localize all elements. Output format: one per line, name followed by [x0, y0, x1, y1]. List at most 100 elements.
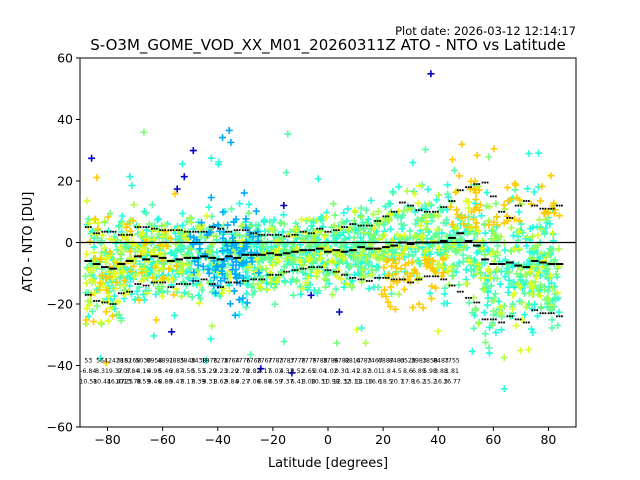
upper-band-dot [370, 224, 373, 227]
y-tick-label: −20 [47, 297, 73, 312]
y-tick-label: 20 [57, 174, 73, 189]
lower-band-dot [89, 293, 92, 296]
lower-band-dot [428, 275, 431, 278]
upper-band-dot [478, 183, 481, 185]
lower-band-dot [238, 281, 241, 284]
upper-band-dot [142, 226, 145, 229]
lower-band-dot [296, 269, 299, 272]
bin-stat-label: 10.25 [115, 378, 133, 385]
upper-band-dot [376, 220, 379, 222]
bin-stat-label: 3778 [290, 357, 306, 364]
upper-band-dot [233, 229, 236, 232]
upper-band-dot [484, 181, 486, 184]
lower-band-dot [324, 269, 327, 272]
upper-band-dot [122, 233, 125, 236]
upper-band-dot [461, 189, 464, 192]
lower-band-dot [153, 281, 156, 284]
lower-band-dot [244, 280, 247, 282]
bin-stat-label: 5.03 [269, 368, 283, 375]
lower-band-dot [437, 275, 439, 278]
upper-band-dot [87, 226, 90, 229]
upper-band-dot [382, 215, 385, 218]
lower-band-dot [558, 315, 561, 318]
bin-stat-label: 2428 [108, 357, 124, 364]
lower-band-dot [492, 318, 495, 321]
bin-stat-label: 7788 [312, 357, 328, 364]
bin-stat-label: 20.7 [390, 378, 404, 385]
lower-band-dot [222, 286, 224, 288]
upper-band-dot [106, 230, 109, 233]
upper-band-dot [103, 230, 106, 233]
lower-band-dot [192, 280, 195, 282]
lower-band-dot [445, 278, 448, 281]
lower-band-dot [184, 283, 186, 285]
upper-band-dot [194, 230, 197, 233]
bin-stat-label: 3.52 [291, 368, 305, 375]
lower-band-dot [252, 278, 255, 281]
lower-band-dot [456, 290, 459, 293]
upper-band-dot [412, 204, 415, 207]
upper-band-dot [395, 210, 398, 213]
upper-band-dot [498, 210, 501, 213]
upper-band-dot [211, 226, 214, 229]
lower-band-dot [399, 278, 401, 281]
upper-band-dot [470, 186, 472, 189]
upper-band-dot [343, 226, 346, 229]
upper-band-dot [465, 186, 467, 189]
lower-band-dot [285, 270, 288, 273]
bin-stat-label: 564 [96, 357, 108, 364]
upper-band-dot [294, 233, 296, 236]
lower-band-dot [227, 281, 230, 284]
lower-band-dot [434, 275, 437, 278]
upper-band-dot [517, 204, 520, 207]
lower-band-dot [260, 278, 263, 281]
lower-band-dot [374, 276, 377, 279]
bin-stat-label: 8.84 [125, 368, 139, 375]
bin-stat-label: 1.02 [324, 368, 338, 375]
bin-stat-label: 1878 [202, 357, 218, 364]
upper-band-dot [266, 233, 269, 236]
upper-band-dot [420, 209, 423, 212]
lower-band-dot [313, 266, 315, 268]
x-tick-label: −40 [205, 432, 231, 447]
upper-band-dot [365, 224, 368, 227]
bin-stat-label: 7776 [235, 357, 251, 364]
bin-stat-label: 1.8 [381, 368, 391, 375]
upper-band-dot [558, 204, 561, 207]
upper-band-dot [271, 233, 274, 236]
lower-band-dot [275, 273, 277, 276]
bin-stat-label: 8483 [433, 357, 449, 364]
y-axis-label: ATO - NTO [DU] [21, 192, 36, 293]
lower-band-dot [494, 318, 497, 321]
lower-band-dot [194, 280, 197, 282]
upper-band-dot [227, 230, 230, 233]
chart-title: S-O3M_GOME_VOD_XX_M01_20260311Z ATO - NT… [90, 36, 566, 55]
lower-band-dot [511, 315, 514, 318]
bin-stat-label: 3848 [180, 357, 196, 364]
upper-band-dot [486, 181, 489, 184]
x-axis-label: Latitude [degrees] [268, 456, 388, 471]
upper-band-dot [531, 204, 534, 207]
lower-band-dot [213, 283, 216, 285]
upper-band-dot [175, 229, 178, 232]
bin-stat-label: 9.47 [170, 378, 184, 385]
lower-band-dot [335, 270, 338, 273]
bin-stat-label: 1858 [422, 357, 438, 364]
bin-stat-label: 16.6 [368, 378, 382, 385]
bin-stat-label: 10.58 [79, 378, 97, 385]
bin-stat-label: 9.37 [109, 368, 123, 375]
lower-band-dot [508, 315, 511, 318]
upper-band-dot [473, 183, 476, 185]
upper-band-dot [263, 233, 266, 236]
bin-stat-label: 7885 [169, 357, 185, 364]
lower-band-dot [304, 267, 307, 270]
upper-band-dot [527, 200, 530, 202]
lower-band-dot [362, 278, 365, 281]
upper-band-dot [423, 210, 426, 213]
lower-band-dot [448, 284, 451, 287]
upper-band-dot [260, 233, 263, 236]
upper-band-dot [552, 207, 555, 210]
lower-band-dot [536, 309, 539, 312]
lower-band-dot [459, 290, 462, 293]
y-tick-label: 60 [57, 51, 73, 66]
